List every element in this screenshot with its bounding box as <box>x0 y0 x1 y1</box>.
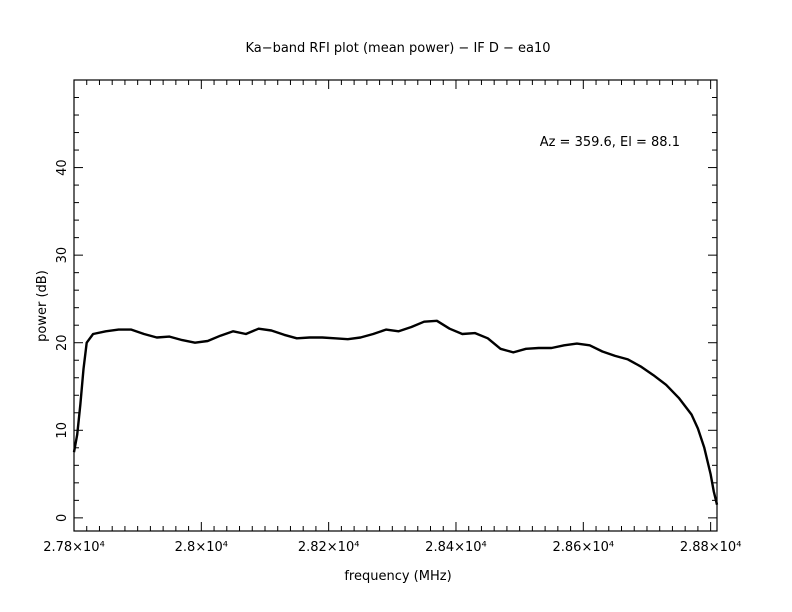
y-axis-label: power (dB) <box>35 270 50 342</box>
series-line <box>72 319 719 505</box>
y-tick-label: 10 <box>55 422 70 439</box>
x-tick-label: 2.82×10⁴ <box>298 540 360 555</box>
x-tick-labels: 2.78×10⁴ 2.8×10⁴ 2.82×10⁴ 2.84×10⁴ 2.86×10⁴ 2… <box>43 540 741 555</box>
x-tick-label: 2.84×10⁴ <box>425 540 487 555</box>
x-tick-label: 2.8×10⁴ <box>175 540 228 555</box>
y-tick-label: 0 <box>55 514 70 522</box>
chart-title: Ka−band RFI plot (mean power) − IF D − e… <box>245 41 550 56</box>
az-el-annotation: Az = 359.6, El = 88.1 <box>540 135 680 150</box>
y-tick-label: 20 <box>55 334 70 351</box>
plot-frame <box>73 79 718 532</box>
x-tick-label: 2.88×10⁴ <box>680 540 742 555</box>
y-tick-labels: 0 10 20 30 40 <box>55 159 70 522</box>
y-tick-label: 40 <box>55 159 70 176</box>
x-axis-label: frequency (MHz) <box>344 569 451 584</box>
series-layer <box>72 319 719 505</box>
x-tick-label: 2.86×10⁴ <box>553 540 615 555</box>
y-tick-label: 30 <box>55 247 70 264</box>
x-tick-label: 2.78×10⁴ <box>43 540 105 555</box>
axes-box <box>73 79 718 532</box>
